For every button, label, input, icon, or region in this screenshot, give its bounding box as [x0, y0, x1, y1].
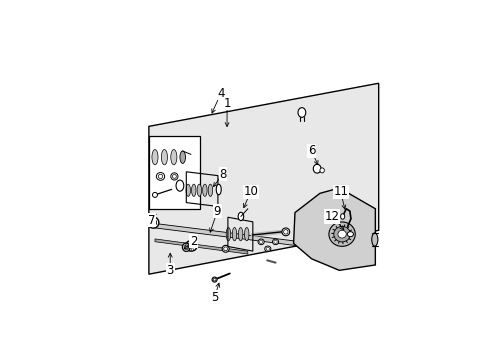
Ellipse shape: [238, 212, 243, 221]
Ellipse shape: [297, 108, 305, 117]
Ellipse shape: [185, 184, 190, 196]
Ellipse shape: [232, 228, 236, 241]
Ellipse shape: [337, 230, 346, 238]
Ellipse shape: [185, 240, 197, 251]
Ellipse shape: [208, 184, 212, 196]
Ellipse shape: [202, 184, 207, 196]
Ellipse shape: [213, 278, 216, 281]
Ellipse shape: [313, 164, 320, 173]
Ellipse shape: [282, 228, 289, 236]
Ellipse shape: [191, 184, 196, 196]
Text: 8: 8: [219, 168, 226, 181]
Polygon shape: [155, 239, 247, 254]
Text: 4: 4: [217, 87, 224, 100]
Ellipse shape: [273, 240, 277, 243]
Ellipse shape: [147, 217, 159, 228]
Ellipse shape: [333, 226, 350, 242]
Ellipse shape: [346, 232, 353, 237]
Ellipse shape: [161, 149, 167, 165]
Ellipse shape: [283, 230, 287, 234]
Bar: [148, 136, 200, 209]
Ellipse shape: [197, 184, 201, 196]
Ellipse shape: [258, 239, 264, 245]
Text: 10: 10: [243, 185, 258, 198]
Ellipse shape: [264, 246, 270, 252]
Ellipse shape: [224, 247, 227, 251]
Ellipse shape: [340, 214, 344, 219]
Text: 6: 6: [307, 144, 315, 157]
Text: 7: 7: [147, 214, 155, 227]
Ellipse shape: [259, 240, 262, 243]
Text: 11: 11: [332, 185, 347, 198]
Ellipse shape: [328, 222, 354, 246]
Ellipse shape: [183, 245, 188, 249]
Ellipse shape: [150, 219, 156, 226]
Ellipse shape: [319, 168, 324, 173]
Ellipse shape: [170, 149, 177, 165]
Ellipse shape: [226, 228, 230, 241]
Ellipse shape: [212, 277, 217, 282]
Ellipse shape: [265, 247, 269, 250]
Ellipse shape: [170, 173, 178, 180]
Ellipse shape: [180, 151, 185, 163]
Ellipse shape: [176, 180, 183, 191]
Ellipse shape: [216, 184, 221, 195]
Ellipse shape: [158, 174, 163, 179]
Polygon shape: [155, 224, 339, 251]
Text: 1: 1: [223, 97, 230, 110]
Ellipse shape: [172, 175, 176, 178]
Polygon shape: [293, 188, 375, 270]
Ellipse shape: [238, 228, 243, 241]
Text: 12: 12: [324, 210, 339, 223]
Text: 9: 9: [213, 204, 221, 217]
Text: 3: 3: [166, 264, 174, 277]
Ellipse shape: [152, 192, 157, 197]
Ellipse shape: [272, 239, 278, 245]
Ellipse shape: [371, 233, 377, 246]
Text: 2: 2: [190, 235, 197, 248]
Ellipse shape: [182, 243, 190, 251]
Ellipse shape: [244, 228, 248, 241]
Polygon shape: [148, 83, 378, 274]
Ellipse shape: [222, 245, 229, 252]
Ellipse shape: [156, 172, 164, 180]
Ellipse shape: [152, 149, 158, 165]
Text: 5: 5: [210, 291, 218, 304]
